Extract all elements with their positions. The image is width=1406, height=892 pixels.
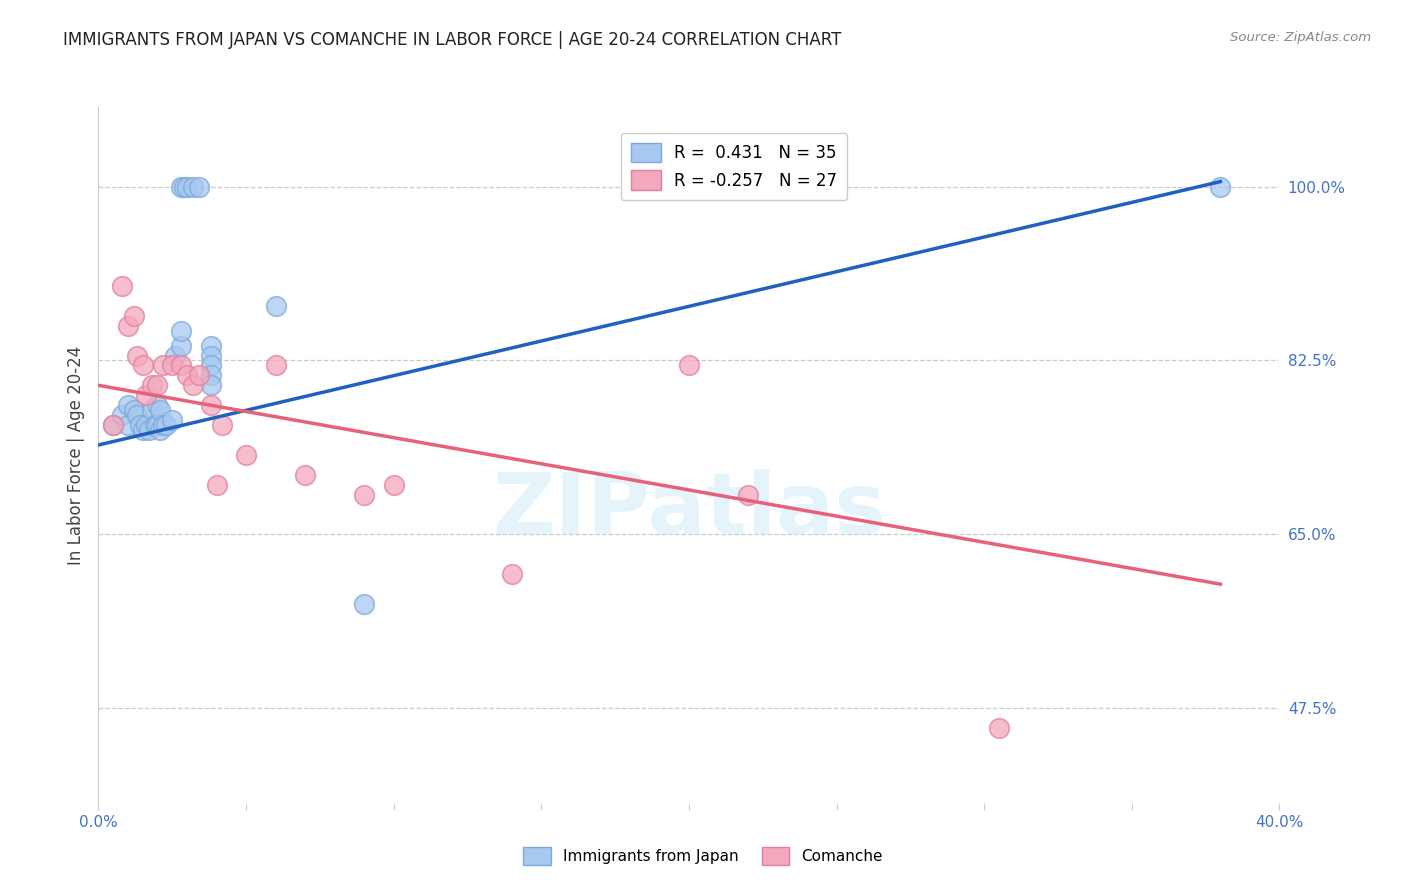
Point (200, 349, 222, 363)
Point (162, 413, 183, 427)
Point (122, 403, 145, 417)
Point (141, 403, 163, 417)
Point (143, 418, 166, 433)
Point (128, 418, 150, 433)
Point (125, 408, 148, 422)
Point (176, 179, 198, 194)
Point (152, 418, 174, 433)
Point (181, 378, 204, 392)
Point (211, 418, 233, 433)
Point (146, 398, 169, 412)
Point (988, 721, 1011, 735)
Point (117, 318, 139, 333)
Point (122, 309, 145, 323)
Point (117, 398, 139, 412)
Point (200, 398, 222, 412)
Point (111, 408, 134, 422)
Point (149, 423, 172, 437)
Point (117, 418, 139, 433)
Point (737, 488, 759, 502)
Text: IMMIGRANTS FROM JAPAN VS COMANCHE IN LABOR FORCE | AGE 20-24 CORRELATION CHART: IMMIGRANTS FROM JAPAN VS COMANCHE IN LAB… (63, 31, 842, 49)
Point (111, 279, 134, 293)
Legend: Immigrants from Japan, Comanche: Immigrants from Japan, Comanche (517, 841, 889, 871)
Point (353, 488, 375, 502)
Point (678, 359, 700, 373)
Point (264, 359, 287, 373)
Point (200, 338, 222, 352)
Point (187, 368, 209, 383)
Point (200, 359, 222, 373)
Point (103, 418, 125, 433)
Point (173, 179, 195, 194)
Point (170, 338, 193, 352)
Point (501, 567, 523, 582)
Point (149, 403, 172, 417)
Point (235, 448, 257, 462)
Point (132, 359, 155, 373)
Point (176, 368, 198, 383)
Point (146, 378, 169, 392)
Point (132, 423, 155, 437)
Point (382, 477, 405, 491)
Text: Source: ZipAtlas.com: Source: ZipAtlas.com (1230, 31, 1371, 45)
Point (146, 418, 169, 433)
Point (135, 388, 157, 402)
Point (200, 368, 222, 383)
Point (200, 378, 222, 392)
Point (152, 359, 174, 373)
Point (170, 179, 193, 194)
Y-axis label: In Labor Force | Age 20-24: In Labor Force | Age 20-24 (66, 345, 84, 565)
Point (181, 179, 204, 194)
Point (135, 418, 157, 433)
Point (170, 359, 193, 373)
Point (155, 418, 177, 433)
Point (138, 423, 160, 437)
Point (353, 597, 375, 611)
Point (125, 349, 148, 363)
Point (170, 324, 193, 338)
Point (162, 359, 183, 373)
Point (294, 467, 316, 482)
Point (187, 179, 209, 194)
Point (103, 418, 125, 433)
Point (141, 378, 163, 392)
Point (165, 349, 187, 363)
Point (205, 477, 228, 491)
Point (264, 299, 287, 313)
Point (1209, 179, 1232, 194)
Text: ZIPatlas: ZIPatlas (492, 469, 886, 552)
Legend: R =  0.431   N = 35, R = -0.257   N = 27: R = 0.431 N = 35, R = -0.257 N = 27 (620, 133, 846, 200)
